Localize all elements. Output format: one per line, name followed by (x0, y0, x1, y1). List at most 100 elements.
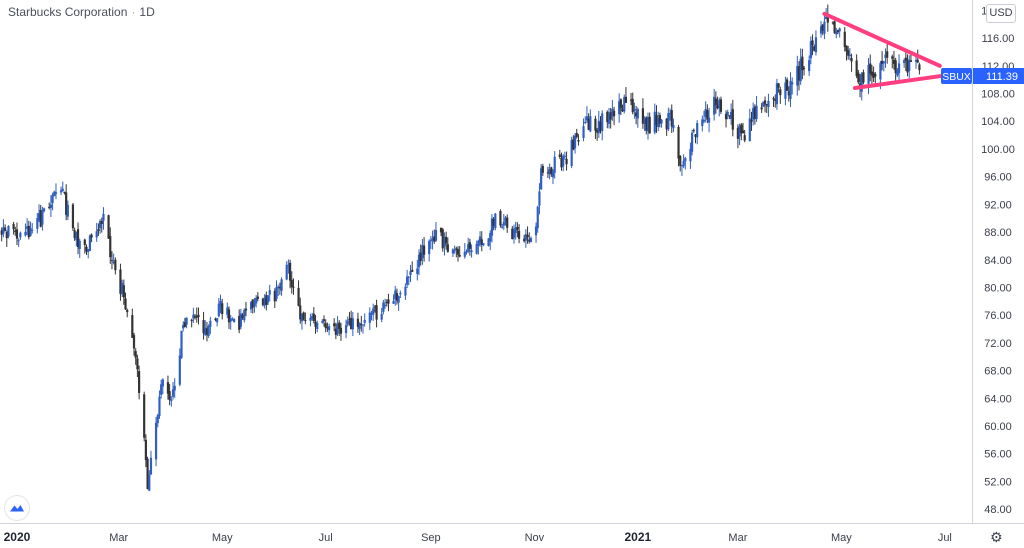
candle (232, 318, 236, 323)
candle (73, 227, 76, 241)
candle (156, 413, 159, 428)
candle-body (546, 172, 550, 174)
candle (606, 110, 609, 129)
candle (53, 190, 56, 197)
candle (443, 232, 446, 256)
candle-body (239, 313, 242, 327)
candle-body (809, 41, 812, 59)
trendline-lower-support[interactable] (852, 74, 942, 90)
candle-body (528, 239, 531, 242)
candle (487, 238, 490, 247)
candle (643, 116, 646, 131)
candle (0, 227, 3, 242)
candle (506, 214, 509, 233)
candle (304, 312, 307, 325)
candle (226, 302, 229, 319)
candle (48, 202, 51, 210)
candle (422, 237, 426, 262)
candle (265, 291, 268, 311)
candle (421, 238, 424, 265)
candle-body (170, 399, 173, 401)
candle (375, 299, 378, 328)
candle-body (619, 99, 622, 109)
candle-body (718, 99, 721, 109)
candle (373, 304, 376, 313)
candle-body (572, 139, 575, 150)
candle-body (612, 110, 616, 117)
candle (704, 101, 707, 123)
candle (121, 279, 124, 297)
candle-body (370, 313, 373, 315)
y-tick-label: 84.00 (984, 255, 1012, 267)
y-tick-label: 68.00 (984, 366, 1012, 378)
candle (672, 118, 675, 132)
candle (300, 313, 304, 330)
candle-body (154, 422, 158, 460)
candle (736, 124, 740, 149)
candle-body (677, 126, 680, 159)
candle-body (684, 157, 687, 162)
chart-title[interactable]: Starbucks Corporation · 1D (8, 5, 155, 19)
candle-body (312, 313, 315, 321)
candle (251, 299, 254, 314)
candle-body (51, 194, 54, 204)
candle (540, 164, 543, 190)
candle-body (322, 319, 326, 321)
candle-body (183, 322, 187, 327)
candle-body (445, 236, 448, 244)
candle-body (439, 227, 443, 233)
candle (429, 235, 432, 249)
candle-body (511, 228, 514, 240)
candle (494, 212, 497, 231)
candle-body (288, 262, 292, 281)
candle-body (351, 318, 354, 330)
candle (193, 314, 197, 320)
candle (741, 122, 745, 134)
candle (570, 136, 573, 169)
candle (517, 224, 521, 244)
candle (867, 57, 870, 95)
x-tick-label: 2020 (4, 530, 31, 544)
candle-body (2, 227, 5, 234)
candle-body (149, 457, 153, 475)
candle (244, 301, 248, 317)
candle-body (621, 108, 624, 112)
candle (397, 295, 400, 311)
candle-body (290, 279, 293, 288)
time-axis[interactable]: 2020 Mar May Jul Sep Nov 2021 Mar May Jul (4, 530, 952, 544)
gear-icon[interactable]: ⚙ (990, 529, 1003, 545)
candle-body (772, 98, 775, 100)
candle-body (882, 61, 885, 64)
candle-body (53, 191, 56, 197)
trendline-upper-resistance[interactable] (822, 11, 942, 68)
candle-body (61, 188, 64, 191)
candle (848, 48, 851, 61)
candle-body (514, 227, 517, 234)
candle-body (19, 232, 22, 238)
candle-body (41, 210, 44, 225)
candle-body (802, 67, 806, 69)
candle-body (66, 204, 69, 217)
candle-body (565, 158, 568, 165)
candle (514, 221, 517, 240)
candle (694, 134, 697, 144)
candle (563, 151, 566, 160)
candle-body (205, 328, 209, 335)
currency-button[interactable]: USD (986, 4, 1016, 23)
candle-body (348, 319, 351, 321)
candle (504, 216, 507, 226)
candle (785, 77, 789, 91)
candle-body (102, 213, 105, 221)
candle-body (850, 58, 853, 62)
candle (110, 251, 114, 270)
candle (83, 238, 86, 254)
candle (577, 134, 580, 146)
candle (546, 166, 550, 179)
candle-body (360, 324, 363, 326)
candle (677, 124, 680, 167)
candle-body (680, 165, 684, 167)
candle-body (606, 111, 609, 123)
candle-body (17, 240, 20, 242)
tradingview-logo-icon[interactable] (5, 496, 29, 520)
